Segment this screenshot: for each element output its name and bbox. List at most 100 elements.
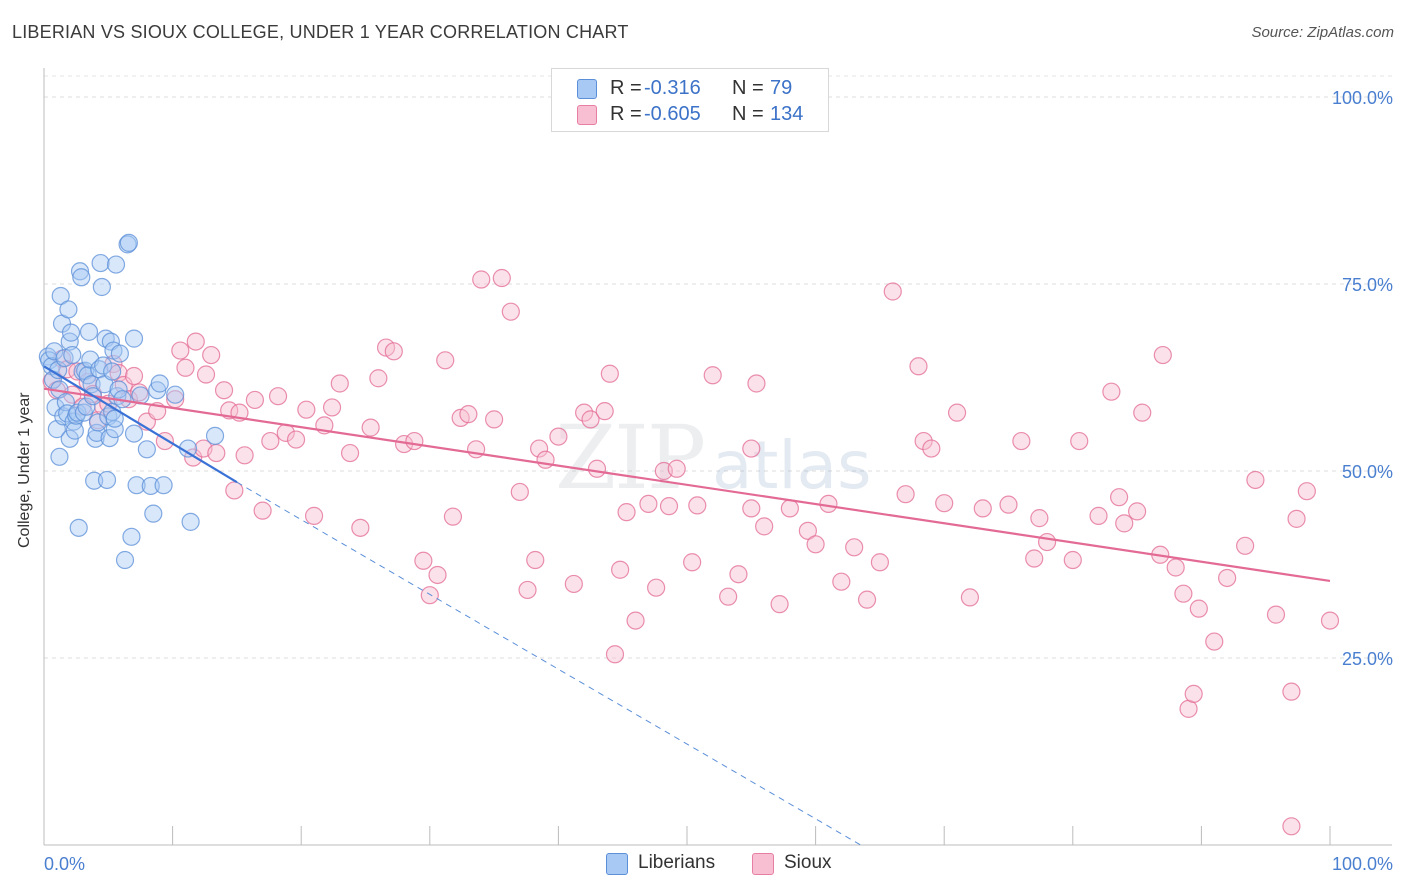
liberians-point xyxy=(65,421,84,440)
liberians-point xyxy=(109,380,128,399)
x-tick-label-end: 100.0% xyxy=(1332,854,1393,874)
stats-n-label: N = xyxy=(732,77,764,99)
sioux-point xyxy=(1266,605,1286,624)
legend-swatch-sioux xyxy=(752,853,774,875)
sioux-point xyxy=(581,410,600,429)
liberians-point xyxy=(150,374,169,393)
liberians-point xyxy=(166,385,185,404)
liberians-point xyxy=(91,253,110,273)
liberians-point xyxy=(115,550,135,570)
liberians-point xyxy=(181,512,200,531)
sioux-point xyxy=(207,443,226,463)
stats-r-value: -0.605 xyxy=(644,103,701,125)
sioux-point xyxy=(914,431,933,451)
liberians-point xyxy=(122,527,141,546)
sioux-point xyxy=(935,494,954,513)
sioux-point xyxy=(806,535,825,554)
sioux-point xyxy=(575,403,594,422)
sioux-point xyxy=(414,551,433,570)
watermark-atlas: atlas xyxy=(712,427,872,504)
sioux-point xyxy=(780,499,799,518)
liberians-point xyxy=(141,476,160,496)
liberians-point xyxy=(68,403,87,422)
liberians-point xyxy=(105,409,124,428)
y-tick-label: 25.0% xyxy=(1342,649,1393,669)
stats-n-value: 134 xyxy=(770,103,804,125)
sioux-point xyxy=(245,390,265,410)
liberians-point xyxy=(50,447,69,466)
legend-swatch-liberians xyxy=(606,853,628,875)
sioux-point xyxy=(1205,632,1224,651)
sioux-point xyxy=(1282,682,1301,701)
sioux-point xyxy=(1030,509,1049,528)
sioux-point xyxy=(1320,611,1340,630)
sioux-point xyxy=(605,645,625,664)
stats-row-liberians: R = -0.316 N = 79 xyxy=(552,75,828,101)
liberians-point xyxy=(100,428,119,448)
sioux-point xyxy=(600,364,619,383)
sioux-point xyxy=(1282,817,1301,836)
liberians-point xyxy=(94,356,113,375)
liberians-point xyxy=(137,440,156,459)
sioux-point xyxy=(832,572,851,591)
sioux-point xyxy=(286,430,306,449)
liberians-point xyxy=(85,471,104,490)
sioux-point xyxy=(253,501,272,520)
sioux-point xyxy=(351,518,370,537)
stats-n-label: N = xyxy=(732,103,764,125)
sioux-point xyxy=(742,499,761,518)
sioux-point xyxy=(587,459,607,478)
sioux-point xyxy=(1184,684,1203,704)
sioux-point xyxy=(405,431,424,451)
sioux-point xyxy=(870,553,890,572)
x-tick-labels: 0.0% 100.0% xyxy=(44,854,1393,874)
sioux-point xyxy=(176,358,195,377)
sioux-point xyxy=(384,342,403,361)
sioux-point xyxy=(1218,568,1237,588)
axis-layer xyxy=(43,68,1392,846)
sioux-point xyxy=(485,410,504,429)
sioux-point xyxy=(518,580,537,600)
y-tick-labels: 25.0% 50.0% 75.0% 100.0% xyxy=(1332,88,1393,669)
liberians-point xyxy=(103,362,122,381)
sioux-point xyxy=(845,538,864,557)
sioux-point xyxy=(361,418,380,437)
y-axis-label: College, Under 1 year xyxy=(16,392,33,548)
liberians-trend-line xyxy=(43,365,238,484)
sioux-point xyxy=(639,494,658,514)
sioux-point xyxy=(883,282,902,301)
sioux-point xyxy=(617,503,636,522)
sioux-point xyxy=(770,595,789,614)
grid-layer xyxy=(44,75,1392,659)
sioux-point xyxy=(297,400,316,419)
sioux-point xyxy=(647,578,666,597)
sioux-point xyxy=(960,588,980,607)
sioux-point xyxy=(369,369,388,388)
sioux-point xyxy=(922,439,941,458)
sioux-point xyxy=(1287,509,1306,528)
stats-row-sioux: R = -0.605 N = 134 xyxy=(552,101,828,127)
liberians-point xyxy=(59,300,78,319)
sioux-point xyxy=(171,341,190,360)
sioux-point xyxy=(1166,558,1185,577)
stats-legend-box: R = -0.316 N = 79 R = -0.605 N = 134 xyxy=(551,68,829,132)
sioux-point xyxy=(703,366,722,385)
liberians-point xyxy=(77,397,96,416)
sioux-point xyxy=(755,517,774,536)
sioux-point xyxy=(1236,536,1255,555)
sioux-point xyxy=(330,374,349,393)
liberians-point xyxy=(70,262,90,281)
liberians-point xyxy=(105,420,124,439)
sioux-point xyxy=(186,332,205,351)
sioux-point xyxy=(1297,482,1316,501)
sioux-point xyxy=(536,450,555,469)
stats-swatch-liberians xyxy=(577,79,597,99)
sioux-point xyxy=(719,587,738,606)
legend-label-liberians: Liberians xyxy=(638,852,716,873)
watermark-zip: ZIP xyxy=(555,406,704,509)
stats-r-label: R = xyxy=(610,103,642,125)
legend-label-sioux: Sioux xyxy=(784,852,832,873)
sioux-point xyxy=(742,439,761,458)
sioux-point xyxy=(1109,488,1129,507)
